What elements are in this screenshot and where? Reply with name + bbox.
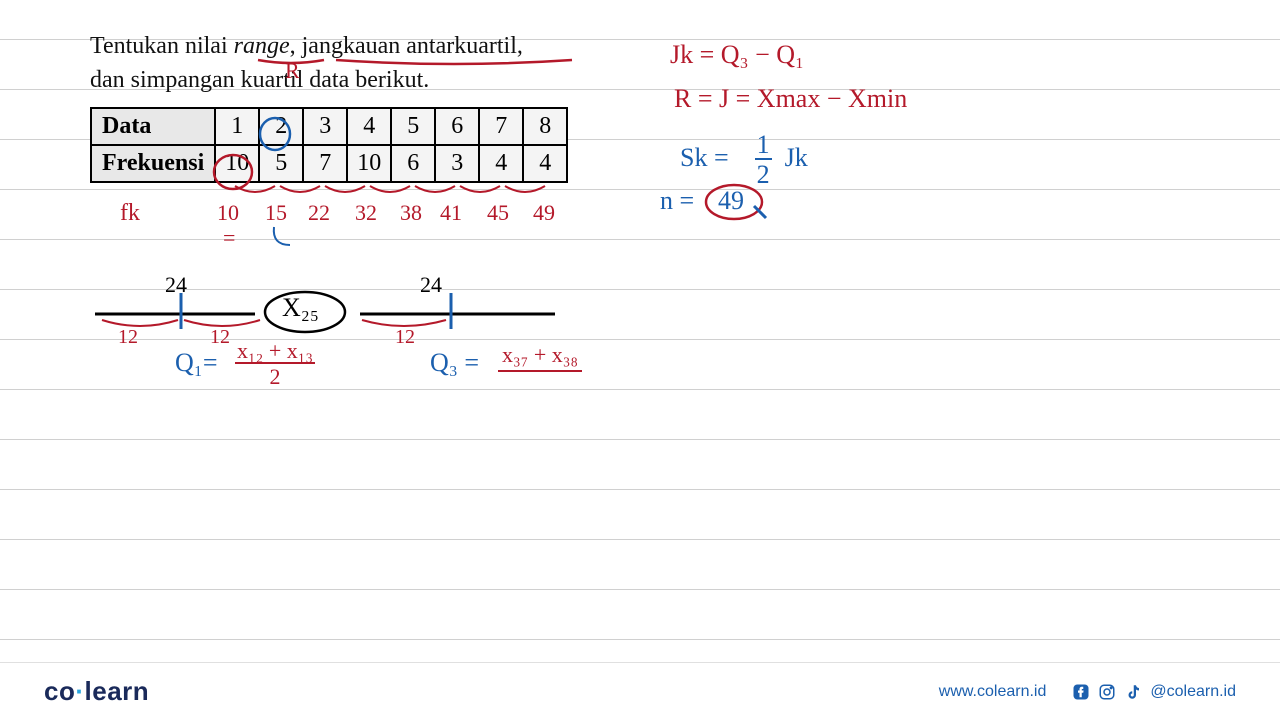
q1-label: Q₁= [175, 348, 218, 378]
footer-right: www.colearn.id @colearn.id [939, 683, 1236, 701]
formula-n: n = [660, 186, 694, 216]
q3-label: Q₃ = [430, 348, 479, 378]
footer-url: www.colearn.id [939, 683, 1047, 701]
cell: 5 [391, 108, 435, 145]
tick-49 [752, 204, 770, 222]
cell: 4 [479, 145, 523, 182]
question-block: Tentukan nilai range, jangkauan antarkua… [90, 30, 560, 183]
row-header-data: Data [91, 108, 215, 145]
annotation-r: R [285, 58, 300, 84]
fk-val: 41 [440, 200, 462, 226]
underline-jk [334, 56, 574, 68]
cell: 4 [347, 108, 391, 145]
footer: co·learn www.colearn.id @colearn.id [0, 662, 1280, 720]
tiktok-icon [1124, 683, 1142, 701]
formula-r: R = J = Xmax − Xmin [674, 84, 907, 114]
fk-label: fk [120, 200, 140, 227]
label-12a: 12 [118, 326, 138, 349]
cell: 6 [391, 145, 435, 182]
label-24b: 24 [420, 272, 442, 298]
table-row: Frekuensi 10 5 7 10 6 3 4 4 [91, 145, 567, 182]
fk-val: 49 [533, 200, 555, 226]
sk-rhs: Jk [785, 143, 808, 172]
fk-val: 38 [400, 200, 422, 226]
sk-lhs: Sk = [680, 143, 729, 172]
logo-co: co [44, 676, 75, 706]
sk-num: 1 [755, 132, 772, 160]
q1-frac: x₁₂ + x₁₃2 [235, 340, 315, 388]
cell: 7 [479, 108, 523, 145]
label-24a: 24 [165, 272, 187, 298]
cell: 10 [347, 145, 391, 182]
tick-right [448, 293, 454, 329]
cell: 4 [523, 145, 567, 182]
facebook-icon [1072, 683, 1090, 701]
label-12b: 12 [210, 326, 230, 349]
q1-den: 2 [270, 364, 281, 388]
formula-jk: Jk = Q₃ − Q₁ [670, 40, 804, 70]
brace-12a [100, 318, 180, 332]
instagram-icon [1098, 683, 1116, 701]
x25-label: X₂₅ [282, 293, 319, 323]
cell: 3 [303, 108, 347, 145]
cell: 6 [435, 108, 479, 145]
arcs-under-freq [230, 184, 570, 200]
cell: 3 [435, 145, 479, 182]
logo: co·learn [44, 676, 149, 707]
fk-val: 45 [487, 200, 509, 226]
logo-learn: learn [85, 676, 150, 706]
social-icons: @colearn.id [1072, 683, 1236, 701]
fk-val: 15 [265, 200, 287, 226]
q1-num: x₁₂ + x₁₃ [235, 340, 315, 364]
formula-sk: Sk = 12 Jk [680, 132, 808, 188]
q3-num: x₃₇ + x₃₈ [498, 342, 582, 372]
fk-eq: = [223, 225, 235, 251]
logo-dot-icon: · [75, 676, 84, 706]
prompt-line-2: dan simpangan kuartil data berikut. [90, 64, 560, 98]
fk-val: 22 [308, 200, 330, 226]
n-lhs: n = [660, 186, 694, 215]
cell: 8 [523, 108, 567, 145]
prompt-text-a: Tentukan nilai [90, 33, 234, 59]
data-table: Data 1 2 3 4 5 6 7 8 Frekuensi 10 5 7 10… [90, 107, 568, 183]
row-header-freq: Frekuensi [91, 145, 215, 182]
fk-val: 32 [355, 200, 377, 226]
cell: 1 [215, 108, 259, 145]
label-12c: 12 [395, 326, 415, 349]
footer-handle: @colearn.id [1150, 683, 1236, 701]
circle-two-icon [255, 114, 295, 154]
table-row: Data 1 2 3 4 5 6 7 8 [91, 108, 567, 145]
arrow-down-icon [270, 225, 300, 249]
fk-val: 10 [217, 200, 239, 226]
cell: 7 [303, 145, 347, 182]
